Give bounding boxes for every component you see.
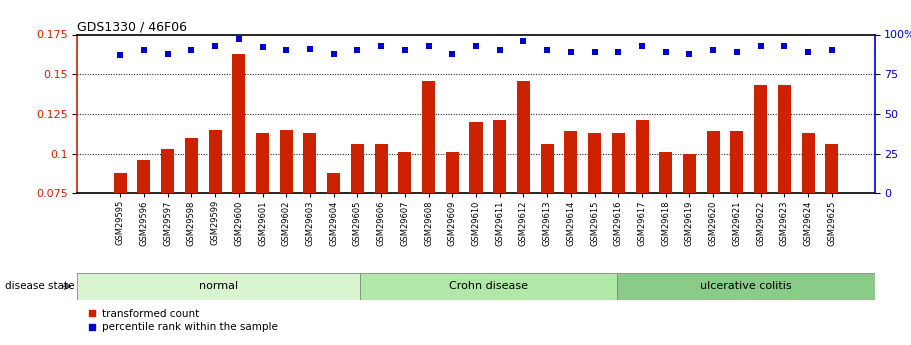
Point [801, 49, 815, 55]
Bar [683, 154, 696, 193]
Point [137, 48, 151, 53]
Point [706, 48, 721, 53]
Point [302, 46, 317, 51]
Text: Crohn disease: Crohn disease [449, 282, 528, 291]
Point [421, 43, 435, 48]
Point [540, 48, 555, 53]
Bar [469, 122, 483, 193]
Bar [303, 133, 316, 193]
Point [326, 51, 341, 56]
Bar [398, 152, 412, 193]
Point [682, 51, 697, 56]
Point [611, 49, 626, 55]
Bar [754, 85, 767, 193]
Bar [422, 80, 435, 193]
Bar [517, 80, 530, 193]
Bar [731, 131, 743, 193]
Bar [138, 160, 150, 193]
Bar [327, 172, 340, 193]
Bar [374, 144, 388, 193]
Bar [778, 85, 791, 193]
Point [397, 48, 412, 53]
Bar [360, 273, 618, 300]
Point [468, 43, 483, 48]
Point [374, 43, 388, 48]
Point [445, 51, 459, 56]
Bar [493, 120, 507, 193]
Bar [232, 53, 245, 193]
Point [255, 45, 270, 50]
Bar [618, 273, 875, 300]
Bar [802, 133, 814, 193]
Point [777, 43, 792, 48]
Bar [161, 149, 174, 193]
Bar [660, 152, 672, 193]
Bar [351, 144, 363, 193]
Legend: transformed count, percentile rank within the sample: transformed count, percentile rank withi… [83, 305, 282, 336]
Point [184, 48, 199, 53]
Point [493, 48, 507, 53]
Bar [564, 131, 578, 193]
Point [208, 43, 222, 48]
Point [588, 49, 602, 55]
Point [730, 49, 744, 55]
Bar [114, 173, 127, 193]
Bar [636, 120, 649, 193]
Point [350, 48, 364, 53]
Point [160, 51, 175, 56]
Point [635, 43, 650, 48]
Bar [185, 138, 198, 193]
Bar [825, 144, 838, 193]
Point [113, 52, 128, 58]
Point [517, 38, 531, 43]
Bar [540, 144, 554, 193]
Point [824, 48, 839, 53]
Point [279, 48, 293, 53]
Bar [612, 133, 625, 193]
Bar [589, 133, 601, 193]
Point [659, 49, 673, 55]
Text: ulcerative colitis: ulcerative colitis [701, 282, 792, 291]
Point [753, 43, 768, 48]
Text: normal: normal [200, 282, 239, 291]
Bar [280, 130, 292, 193]
Point [231, 37, 246, 42]
Bar [77, 273, 360, 300]
Bar [445, 152, 459, 193]
Bar [707, 131, 720, 193]
Point [564, 49, 578, 55]
Text: disease state: disease state [5, 282, 74, 291]
Text: GDS1330 / 46F06: GDS1330 / 46F06 [77, 20, 188, 33]
Bar [209, 130, 221, 193]
Bar [256, 133, 269, 193]
